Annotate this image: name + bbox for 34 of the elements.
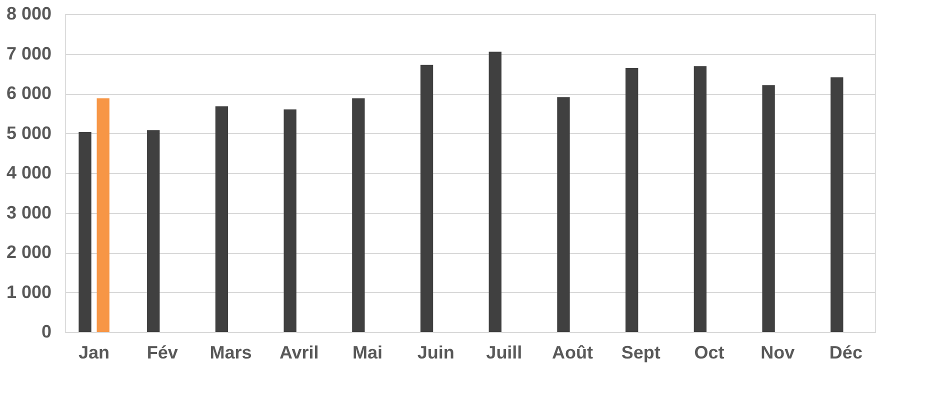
bar — [557, 97, 570, 332]
x-tick-label: Sept — [621, 342, 660, 362]
bar — [147, 130, 160, 332]
x-tick-label: Juin — [417, 342, 454, 362]
y-tick-label: 1 000 — [6, 282, 52, 302]
x-tick-label: Mai — [352, 342, 382, 362]
x-tick-label: Fév — [146, 342, 178, 362]
bar — [352, 98, 365, 332]
x-tick-label: Mars — [210, 342, 252, 362]
bar — [762, 85, 775, 332]
x-tick-label: Jan — [78, 342, 110, 362]
x-tick-label: Juill — [486, 342, 522, 362]
bar — [96, 98, 110, 332]
x-tick-label: Août — [552, 342, 594, 362]
x-tick-label: Déc — [829, 342, 862, 362]
y-tick-label: 8 000 — [6, 4, 52, 24]
bar — [284, 109, 296, 332]
bar — [78, 132, 92, 332]
bar — [694, 66, 707, 332]
bar — [626, 68, 638, 332]
bar — [215, 106, 228, 332]
x-tick-label: Oct — [694, 342, 724, 362]
bar — [830, 77, 844, 332]
bar — [488, 52, 502, 332]
bar — [420, 64, 434, 332]
y-tick-label: 2 000 — [6, 242, 52, 262]
y-tick-label: 7 000 — [6, 43, 52, 64]
y-tick-label: 6 000 — [6, 83, 52, 103]
x-tick-label: Avril — [279, 342, 319, 362]
y-tick-label: 3 000 — [6, 202, 52, 222]
y-tick-label: 0 — [41, 322, 52, 342]
y-tick-label: 5 000 — [6, 122, 52, 143]
y-tick-label: 4 000 — [6, 162, 52, 182]
x-tick-label: Nov — [760, 342, 795, 362]
